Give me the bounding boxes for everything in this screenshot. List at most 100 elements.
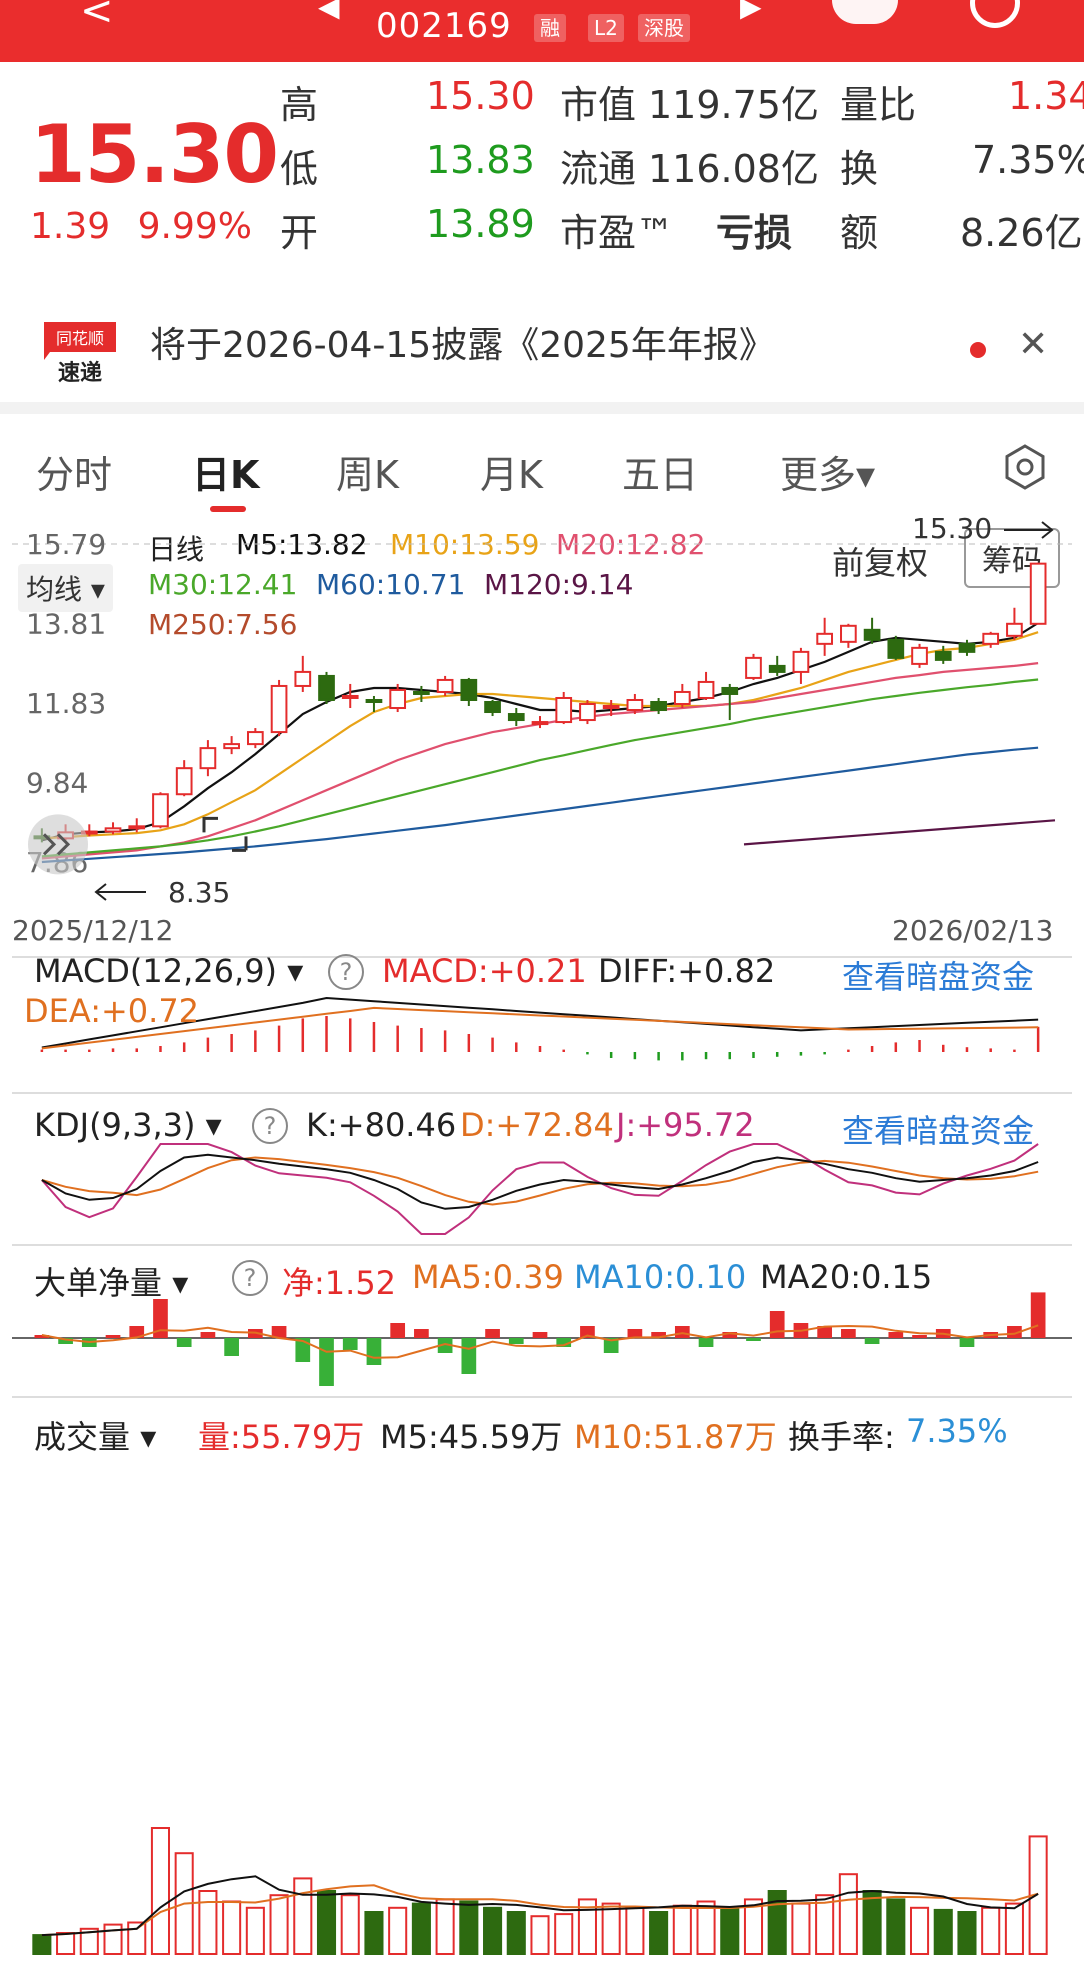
volume-bar (530, 1915, 550, 1955)
search-icon[interactable] (970, 0, 1020, 28)
ma-line-m10 (41, 631, 1039, 840)
volume-bar (506, 1911, 526, 1955)
notice-text[interactable]: 将于2026-04-15披露《2025年年报》 (150, 325, 775, 366)
candle-body (982, 632, 1000, 645)
volume-bar (388, 1906, 408, 1956)
volume-bar (957, 1911, 977, 1955)
ddx-bar (864, 1338, 880, 1344)
ddx-help-icon[interactable]: ? (232, 1260, 268, 1296)
candle-body (840, 624, 857, 643)
ddx-bar (888, 1332, 904, 1338)
candle-body (626, 698, 644, 712)
close-icon[interactable]: ✕ (1018, 324, 1049, 365)
back-icon[interactable]: < (80, 0, 114, 34)
kdj-help-icon[interactable]: ? (252, 1108, 288, 1144)
tab-weekly-k[interactable]: 周K (336, 453, 399, 497)
volume-name[interactable]: 成交量 ▾ (34, 1418, 157, 1456)
value-turnover: 7.35% (972, 138, 1084, 182)
ddx-bar (1007, 1326, 1022, 1338)
logo-text-top: 同花顺 (56, 329, 104, 348)
macd-help-icon[interactable]: ? (328, 954, 364, 990)
volume-bar (32, 1934, 52, 1955)
date-end: 2026/02/13 (892, 914, 1054, 947)
volume-bar (649, 1911, 669, 1955)
candle-body (1029, 562, 1047, 625)
ma-dropdown-label: 均线 (26, 573, 83, 606)
y-tick-label: 11.83 (26, 687, 106, 720)
candle-body (531, 721, 549, 726)
kdj-name[interactable]: KDJ(9,3,3) ▾ (34, 1106, 222, 1144)
next-stock-icon[interactable]: ▶ (740, 0, 762, 23)
candle-body (152, 793, 169, 828)
candle-body (436, 678, 454, 693)
kdj-dark-pool-link[interactable]: 查看暗盘资金 (842, 1112, 1035, 1150)
news-notice[interactable]: 同花顺 速递 将于2026-04-15披露《2025年年报》 ✕ (0, 294, 1084, 402)
ddx-bar (746, 1338, 761, 1341)
volume-name-label: 成交量 (34, 1418, 131, 1456)
volume-bar (103, 1923, 123, 1955)
macd-name[interactable]: MACD(12,26,9) ▾ (34, 952, 304, 990)
volume-bar (459, 1900, 479, 1955)
settings-gear-icon[interactable] (1002, 444, 1048, 490)
value-open: 13.89 (426, 202, 535, 246)
volume-bar (838, 1873, 858, 1955)
active-tab-indicator (210, 506, 246, 512)
candle-body (341, 694, 359, 699)
d-line (41, 1156, 1039, 1206)
ddx-bar (1030, 1292, 1046, 1338)
candle-body (555, 696, 573, 724)
ddx-bar (271, 1326, 287, 1338)
macd-dark-pool-link[interactable]: 查看暗盘资金 (842, 958, 1035, 996)
candle-body (507, 713, 525, 722)
ddx-name[interactable]: 大单净量 ▾ (34, 1264, 189, 1302)
tab-daily-k[interactable]: 日K (192, 453, 260, 497)
ddx-bar (817, 1326, 833, 1338)
volume-bar (150, 1827, 171, 1955)
ddx-bar (34, 1335, 50, 1338)
candle-body (484, 700, 501, 714)
label-float-cap: 流通 (560, 147, 637, 191)
volume-bar (672, 1904, 692, 1955)
value-high: 15.30 (426, 74, 535, 118)
candle-body (721, 686, 739, 695)
assistant-robot-icon[interactable] (832, 0, 898, 24)
adjust-mode[interactable]: 前复权 (832, 544, 929, 582)
ddx-bar (769, 1311, 785, 1338)
candle-body (673, 690, 691, 706)
tab-intraday[interactable]: 分时 (36, 453, 113, 497)
ddx-bar (342, 1338, 358, 1350)
tab-monthly-k[interactable]: 月K (480, 453, 543, 497)
label-market-cap: 市值 (560, 83, 637, 127)
divider-ddx (12, 1244, 1072, 1246)
legend-m250: M250:7.56 (148, 608, 298, 641)
candle-body (768, 664, 786, 673)
turnover-label: 换手率: (788, 1418, 895, 1456)
tab-more[interactable]: 更多▾ (780, 453, 876, 497)
volume-bar (293, 1877, 313, 1956)
value-market-cap: 119.75亿 (648, 83, 819, 127)
candle-body (175, 767, 193, 796)
date-start: 2025/12/12 (12, 914, 174, 947)
ma-line-m30 (41, 678, 1039, 858)
volume-bar (862, 1890, 882, 1955)
candle-body (934, 650, 952, 661)
ddx-bar (674, 1326, 690, 1338)
candle-body (460, 678, 478, 701)
ddx-ma20: MA20:0.15 (760, 1258, 933, 1296)
volume-m5-line (41, 1875, 1039, 1937)
dea-value: DEA:+0.72 (24, 992, 200, 1030)
tab-five-day[interactable]: 五日 (622, 453, 699, 497)
k-value: K:+80.46 (306, 1106, 457, 1144)
fullscreen-icon (202, 816, 248, 852)
ma-dropdown[interactable]: 均线 ▾ (18, 564, 113, 612)
prev-stock-icon[interactable]: ◀ (318, 0, 340, 23)
ddx-bar (129, 1326, 145, 1338)
value-pe-ttm: 亏损 (716, 211, 793, 255)
candle-body (958, 642, 976, 653)
volume-bar (198, 1890, 218, 1955)
last-price: 15.30 (30, 108, 279, 201)
chart-area: 均线 ▾ 日线 M5:13.82 M10:13.59 M20:12.82 M30… (0, 514, 1084, 1962)
candle-body (246, 731, 264, 746)
volume-bar (1004, 1902, 1024, 1955)
